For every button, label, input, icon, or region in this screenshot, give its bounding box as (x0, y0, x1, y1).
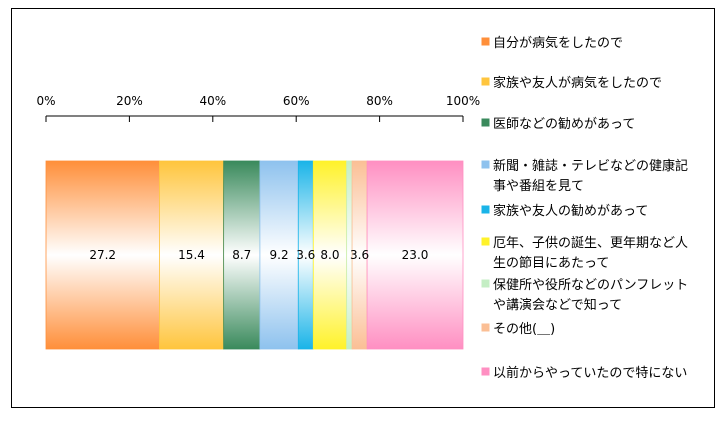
legend-swatch (481, 77, 490, 86)
legend-swatch (481, 323, 490, 332)
x-axis: 0% 20% 40% 60% 80% 100% (36, 94, 480, 122)
data-labels: 27.2 15.4 8.7 9.2 3.6 8.0 3.6 23.0 (89, 248, 428, 262)
bar-segments (45, 160, 464, 350)
bar-segment (223, 160, 261, 350)
data-label: 23.0 (402, 248, 429, 262)
legend-item: 家族や友人が病気をしたので (481, 75, 662, 91)
data-label: 9.2 (270, 248, 289, 262)
legend-label: 以前からやっていたので特にない (493, 365, 687, 381)
data-label: 8.7 (232, 248, 251, 262)
legend-item: 家族や友人の勧めがあって (481, 203, 648, 219)
x-tick-label: 0% (36, 94, 55, 108)
x-tick-label: 80% (366, 94, 393, 108)
data-label: 8.0 (320, 248, 339, 262)
bar-segment (366, 160, 464, 350)
legend-swatch (481, 205, 490, 214)
x-tick-label: 100% (446, 94, 480, 108)
legend-item: その他(＿) (481, 322, 555, 337)
legend-label: 新聞・雑誌・テレビなどの健康記事や番組を見て (493, 158, 688, 194)
legend-swatch (481, 279, 490, 288)
legend-label: 厄年、子供の誕生、更年期など人生の節目にあたって (493, 236, 688, 271)
stacked-bar-chart: 0% 20% 40% 60% 80% 100% 27.2 15.4 8.7 9.2 3.6 8.0 3… (36, 35, 688, 381)
legend-swatch (481, 237, 490, 246)
legend-label: 保健所や役所などのパンフレットや講演会などで知って (493, 278, 688, 313)
x-tick-label: 40% (199, 94, 226, 108)
bar-segment (259, 160, 299, 350)
legend-item: 以前からやっていたので特にない (481, 365, 687, 381)
legend-item: 医師などの勧めがあって (481, 116, 635, 132)
legend-swatch (481, 160, 490, 169)
legend-label: 医師などの勧めがあって (493, 116, 635, 132)
legend-item: 自分が病気をしたので (481, 35, 623, 51)
legend-swatch (481, 37, 490, 46)
legend-label: 家族や友人が病気をしたので (493, 75, 662, 91)
legend-swatch (481, 367, 490, 376)
legend-item: 保健所や役所などのパンフレットや講演会などで知って (481, 278, 688, 313)
x-tick-label: 20% (116, 94, 143, 108)
data-label: 15.4 (178, 248, 205, 262)
legend: 自分が病気をしたので家族や友人が病気をしたので医師などの勧めがあって新聞・雑誌・… (481, 35, 688, 381)
data-label: 27.2 (89, 248, 116, 262)
x-tick-label: 60% (283, 94, 310, 108)
data-label: 3.6 (296, 248, 315, 262)
chart-frame: 0% 20% 40% 60% 80% 100% 27.2 15.4 8.7 9.2 3.6 8.0 3… (11, 8, 715, 408)
legend-label: 自分が病気をしたので (493, 35, 623, 51)
bar-segment (312, 160, 348, 350)
legend-item: 新聞・雑誌・テレビなどの健康記事や番組を見て (481, 158, 688, 194)
legend-item: 厄年、子供の誕生、更年期など人生の節目にあたって (481, 236, 688, 271)
legend-swatch (481, 118, 490, 127)
data-label: 3.6 (350, 248, 369, 262)
bar-segment (159, 160, 225, 350)
legend-label: 家族や友人の勧めがあって (493, 203, 648, 219)
legend-label: その他(＿) (493, 322, 555, 337)
bar-segment (45, 160, 160, 350)
